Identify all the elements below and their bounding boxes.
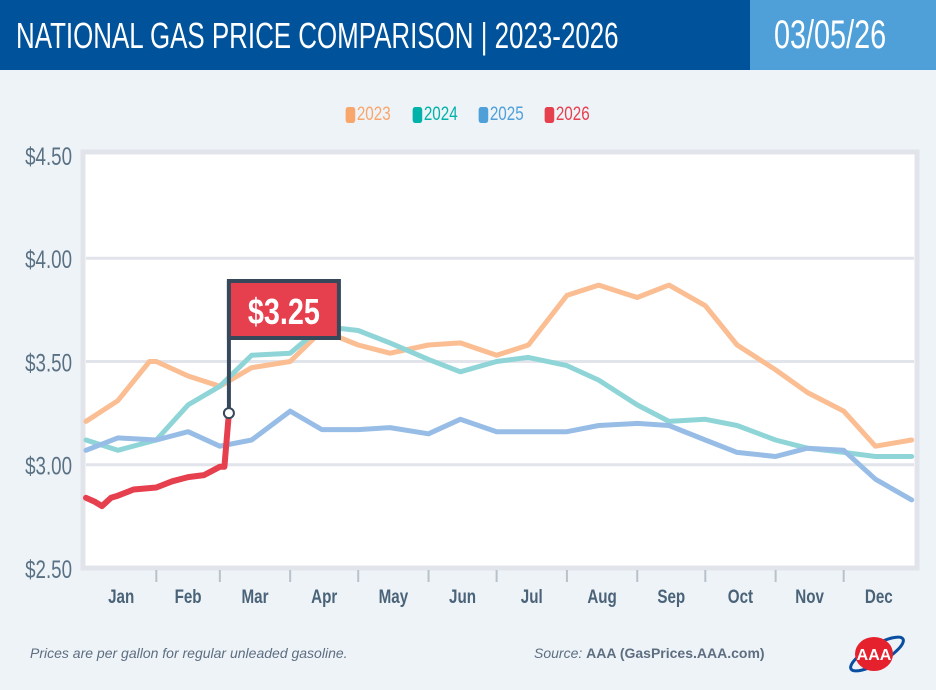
- y-tick-label: $3.00: [25, 452, 72, 480]
- x-tick-label: Dec: [865, 585, 893, 607]
- aaa-logo: AAA: [849, 635, 905, 673]
- header-bar: [0, 0, 750, 70]
- x-tick-label: Jun: [449, 585, 476, 607]
- page-title: NATIONAL GAS PRICE COMPARISON | 2023-202…: [16, 15, 619, 56]
- source-value: AAA (GasPrices.AAA.com): [586, 645, 765, 661]
- x-tick-label: Jan: [108, 585, 134, 607]
- legend-swatch: [544, 107, 555, 123]
- legend-label: 2024: [423, 104, 458, 125]
- legend-swatch: [412, 107, 422, 123]
- series-line-2024: [83, 323, 915, 459]
- x-tick-label: May: [379, 585, 409, 607]
- legend: 2023 2024 2025 2026: [0, 104, 936, 126]
- footnote: Prices are per gallon for regular unlead…: [30, 645, 348, 661]
- legend-label: 2026: [556, 104, 590, 125]
- current-point-marker: [222, 407, 235, 420]
- series-line-2023: [83, 282, 915, 449]
- x-tick-label: Apr: [311, 585, 337, 607]
- x-tick-label: Nov: [795, 585, 824, 607]
- x-tick-label: Feb: [175, 585, 202, 607]
- legend-swatch: [478, 107, 489, 123]
- series-line-2025: [83, 408, 915, 503]
- legend-label: 2025: [489, 104, 524, 125]
- x-tick-label: Oct: [728, 585, 754, 607]
- series-line-2026: [83, 410, 232, 510]
- legend-item-2023: 2023: [346, 104, 391, 126]
- svg-text:AAA: AAA: [857, 647, 892, 664]
- date-box: [750, 0, 936, 70]
- y-tick-label: $3.50: [25, 349, 72, 377]
- flag-label: $3.25: [248, 291, 320, 332]
- legend-item-2024: 2024: [412, 104, 457, 126]
- flag-box: [226, 279, 341, 340]
- source-label: Source:: [534, 645, 583, 661]
- x-tick-label: Aug: [587, 585, 617, 607]
- x-tick-label: Mar: [241, 585, 268, 607]
- legend-swatch: [346, 107, 356, 123]
- y-tick-label: $4.00: [25, 246, 72, 274]
- legend-item-2026: 2026: [544, 104, 590, 126]
- legend-item-2025: 2025: [478, 104, 524, 126]
- report-date: 03/05/26: [774, 13, 887, 57]
- y-tick-label: $2.50: [25, 555, 72, 583]
- y-tick-label: $4.50: [25, 142, 72, 170]
- x-tick-label: Sep: [657, 585, 685, 607]
- source: Source: AAA (GasPrices.AAA.com): [534, 645, 765, 661]
- legend-label: 2023: [357, 104, 392, 125]
- x-tick-label: Jul: [521, 585, 543, 607]
